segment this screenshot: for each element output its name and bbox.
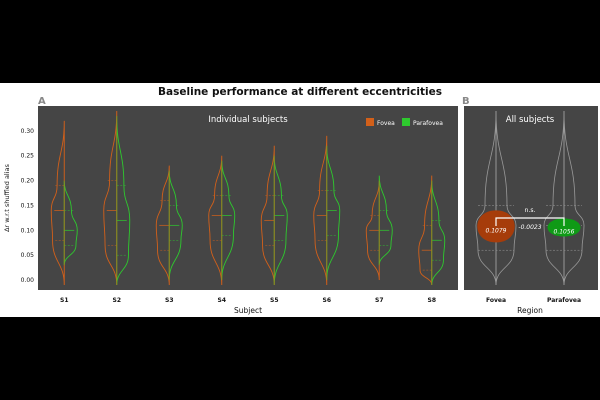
violin-parafovea-s8: [431, 180, 446, 286]
panel-a-letter: A: [38, 96, 46, 107]
x-axis-label-panel-b: Region: [517, 306, 543, 315]
x-tick-label-s2: S2: [113, 297, 122, 304]
violin-fovea-s5: [260, 145, 275, 286]
violin-parafovea-s7: [378, 175, 393, 266]
violin-left-parafovea: [543, 110, 565, 286]
y-axis-label: Δr w.r.t shuffled alias: [3, 163, 11, 231]
panel-b-x-ticks: Fovea Parafovea: [486, 297, 581, 304]
panel-b-background: [464, 106, 598, 290]
y-axis-ticks: 0.00 0.05 0.10 0.15 0.20 0.25 0.30: [21, 128, 35, 284]
x-tick-label-s1: S1: [60, 297, 69, 304]
legend-swatch-fovea: [366, 118, 374, 126]
violin-right-fovea: [495, 110, 517, 286]
y-tick-label: 0.15: [21, 202, 35, 209]
panel-b-letter: B: [462, 96, 470, 107]
violin-parafovea-s3: [168, 170, 183, 281]
significance-label: n.s.: [525, 207, 536, 214]
mean-label-fovea: 0.1079: [486, 227, 507, 234]
violin-fovea-s2: [103, 110, 118, 286]
y-tick-label: 0.25: [21, 153, 35, 160]
violin-parafovea-s4: [221, 160, 236, 281]
mean-distribution-parafovea: [547, 218, 581, 237]
y-tick-label: 0.00: [21, 277, 35, 284]
mean-distribution-fovea: [477, 210, 515, 243]
figure: Baseline performance at different eccent…: [0, 83, 600, 317]
violin-right-parafovea: [563, 110, 585, 286]
panel-b-subtitle: All subjects: [506, 115, 555, 125]
violin-fovea-s7: [365, 180, 380, 281]
x-axis-label-panel-a: Subject: [234, 306, 262, 315]
legend-label-parafovea: Parafovea: [413, 120, 443, 127]
x-tick-label-s6: S6: [323, 297, 332, 304]
figure-svg: Baseline performance at different eccent…: [3, 86, 598, 315]
violin-fovea-s3: [155, 165, 170, 286]
panel-b-annotations: n.s. -0.0023: [495, 207, 565, 231]
panel-a-background: [38, 106, 458, 290]
violin-parafovea-s5: [273, 155, 288, 286]
violin-parafovea-s6: [326, 145, 341, 281]
x-tick-label-fovea: Fovea: [486, 297, 506, 304]
legend: Fovea Parafovea: [366, 118, 443, 127]
x-tick-label-s7: S7: [375, 297, 384, 304]
violin-parafovea-s1: [63, 180, 78, 266]
panel-a-subtitle: Individual subjects: [208, 115, 288, 125]
legend-swatch-parafovea: [402, 118, 410, 126]
panel-a-x-ticks: S1 S2 S3 S4 S5 S6 S7 S8: [60, 297, 436, 304]
violin-fovea-s4: [208, 155, 223, 286]
violin-fovea-s8: [418, 175, 433, 286]
x-tick-label-parafovea: Parafovea: [547, 297, 581, 304]
x-tick-label-s3: S3: [165, 297, 174, 304]
y-tick-label: 0.10: [21, 227, 35, 234]
x-tick-label-s8: S8: [428, 297, 437, 304]
y-tick-label: 0.05: [21, 252, 35, 259]
mean-label-parafovea: 0.1056: [554, 229, 575, 236]
violin-fovea-s1: [50, 120, 65, 286]
difference-label: -0.0023: [518, 224, 541, 231]
violin-parafovea-s2: [116, 115, 131, 286]
violin-left-fovea: [475, 110, 497, 286]
figure-title: Baseline performance at different eccent…: [158, 86, 442, 98]
legend-label-fovea: Fovea: [377, 120, 395, 127]
panel-a-violins: [50, 110, 446, 286]
significance-bracket: [495, 217, 565, 226]
violin-fovea-s6: [313, 135, 328, 286]
x-tick-label-s4: S4: [218, 297, 227, 304]
y-tick-label: 0.20: [21, 178, 35, 185]
x-tick-label-s5: S5: [270, 297, 279, 304]
y-tick-label: 0.30: [21, 128, 35, 135]
